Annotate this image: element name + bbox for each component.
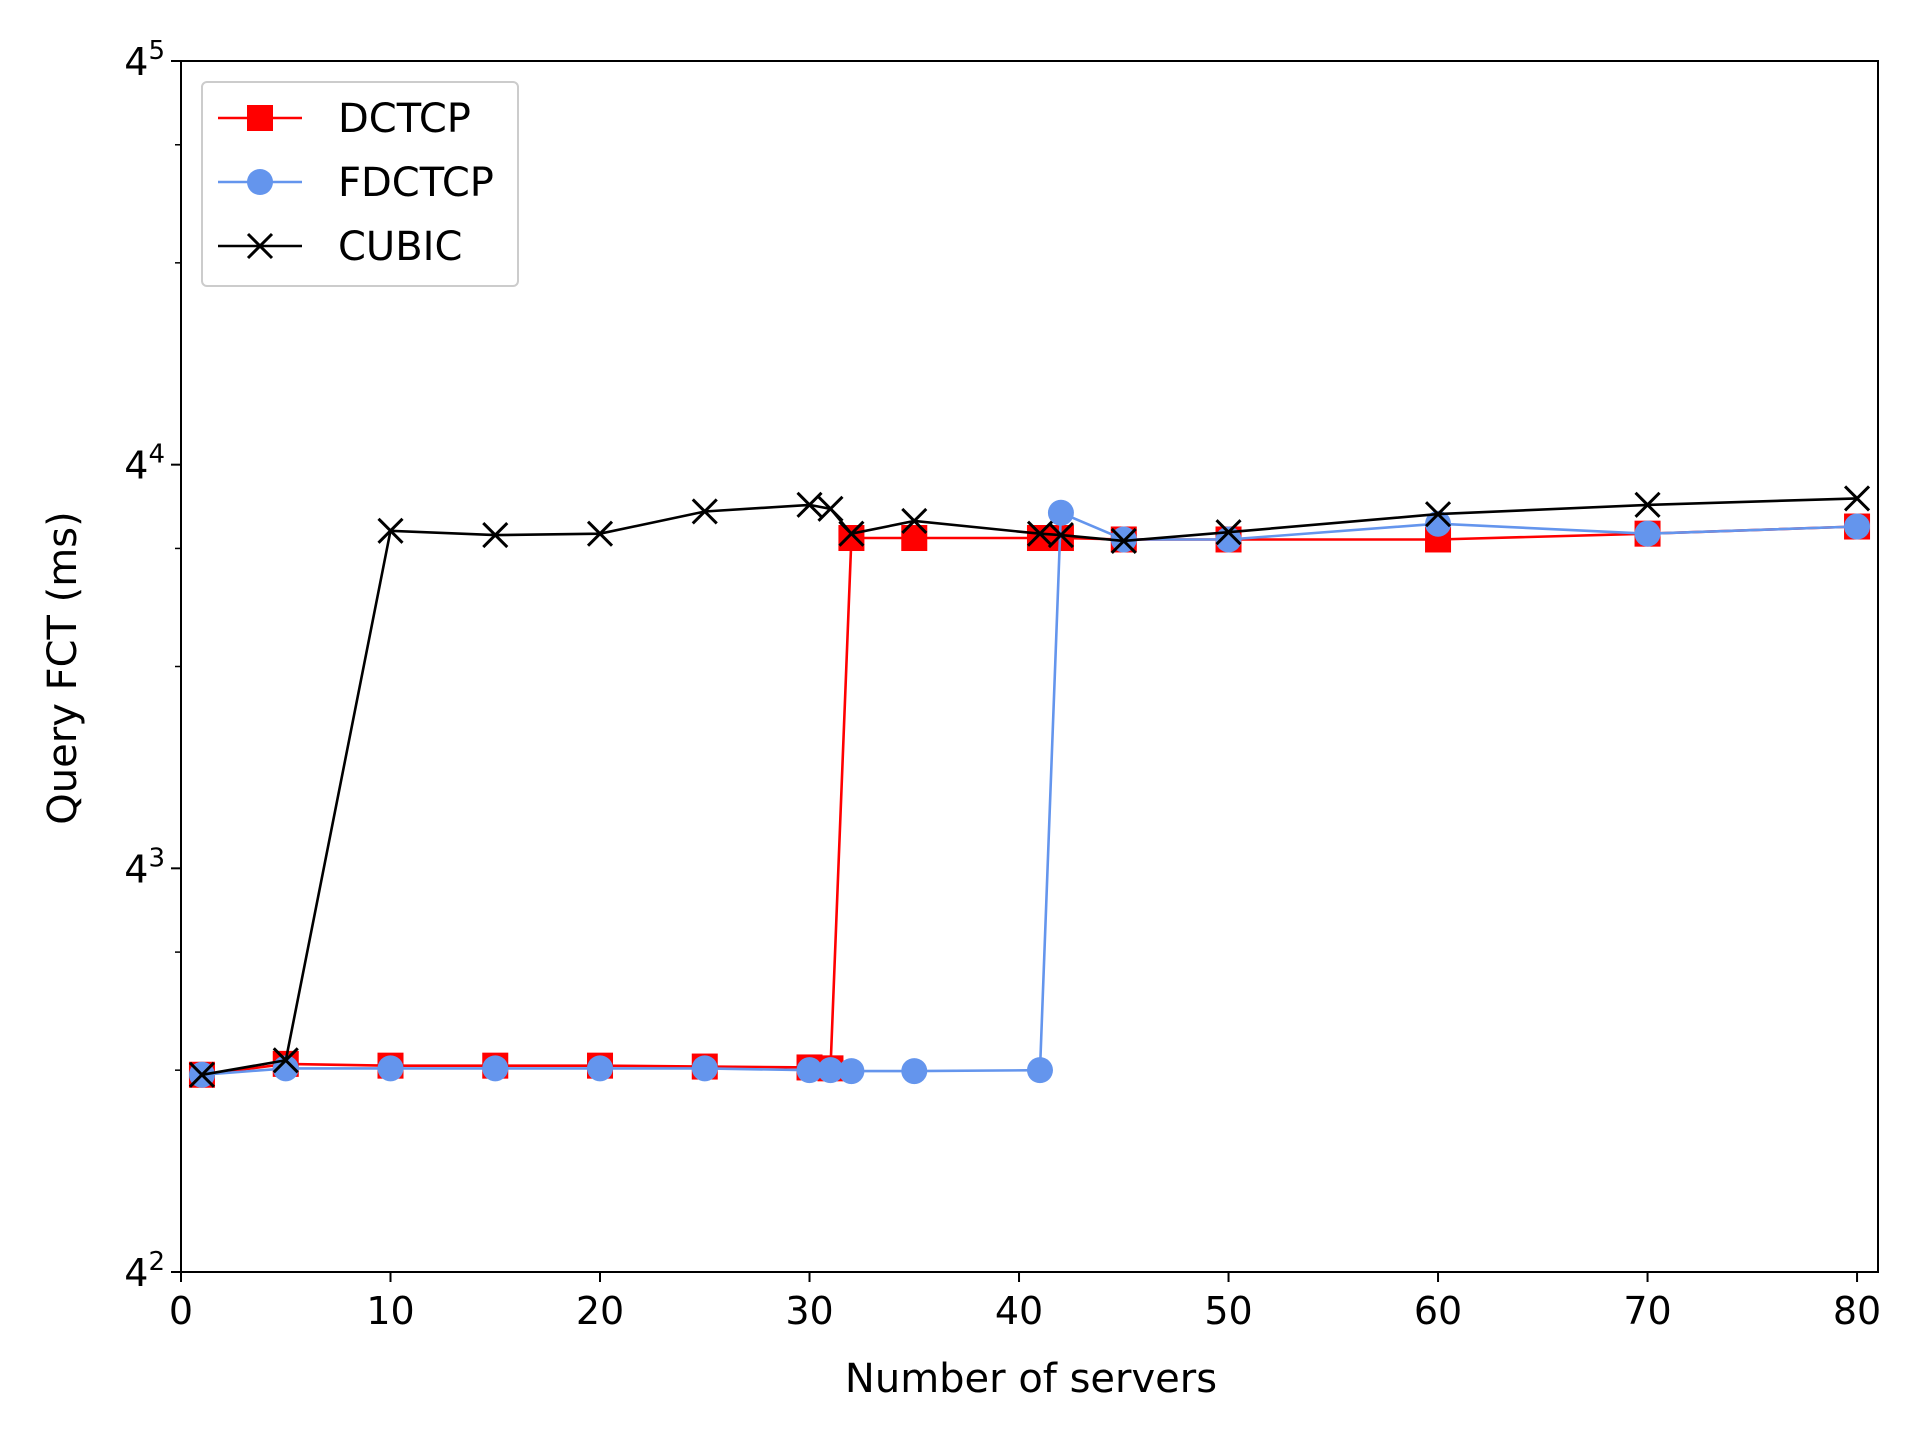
fdctcp-point <box>377 1055 404 1082</box>
cubic-point <box>377 517 404 544</box>
cubic-point <box>1215 519 1242 546</box>
cubic-point <box>272 1047 299 1074</box>
x-tick-label: 30 <box>785 1289 833 1333</box>
x-tick-label: 60 <box>1414 1289 1462 1333</box>
fdctcp-point <box>901 1058 928 1085</box>
legend-label-cubic: CUBIC <box>338 224 462 270</box>
y-tick-label: 45 <box>124 36 165 84</box>
y-tick-label: 44 <box>124 440 165 488</box>
legend-label-dctcp: DCTCP <box>338 96 471 142</box>
cubic-point <box>838 520 865 547</box>
y-tick-label: 43 <box>124 843 165 891</box>
fdctcp-point <box>796 1057 823 1084</box>
fdctcp-point <box>1026 1057 1053 1084</box>
x-tick-label: 0 <box>169 1289 193 1333</box>
y-axis-label: Query FCT (ms) <box>40 511 86 824</box>
dctcp-point <box>838 525 865 552</box>
cubic-point <box>817 495 844 522</box>
x-tick-label: 40 <box>995 1289 1043 1333</box>
series-fdctcp <box>188 499 1871 1088</box>
fdctcp-point <box>838 1058 865 1085</box>
fdctcp-point <box>482 1055 509 1082</box>
cubic-point <box>188 1061 216 1088</box>
fdctcp-point <box>1425 510 1452 537</box>
fdctcp-point <box>1047 499 1074 526</box>
fdctcp-point <box>817 1057 844 1084</box>
cubic-point <box>482 522 509 549</box>
legend-marker-cubic <box>246 232 274 260</box>
x-axis-label: Number of servers <box>845 1356 1217 1402</box>
series-dctcp <box>188 513 1871 1088</box>
cubic-line <box>201 497 1858 1077</box>
fdctcp-point <box>691 1055 718 1082</box>
cubic-point <box>901 507 928 535</box>
cubic-point <box>1634 491 1661 518</box>
cubic-point <box>1843 485 1871 512</box>
x-axis-ticks: 0 10 20 30 40 50 60 70 80 <box>169 1272 1881 1333</box>
series-cubic <box>188 485 1871 1088</box>
cubic-point <box>1026 520 1054 547</box>
x-tick-label: 50 <box>1204 1289 1252 1333</box>
fdctcp-point <box>1634 520 1661 547</box>
x-tick-label: 80 <box>1833 1289 1881 1333</box>
cubic-point <box>586 520 614 547</box>
legend-box <box>201 81 519 287</box>
x-tick-label: 20 <box>576 1289 624 1333</box>
x-tick-label: 10 <box>366 1289 414 1333</box>
fdctcp-point <box>1844 513 1871 540</box>
cubic-point <box>796 491 823 518</box>
cubic-point <box>1424 501 1452 528</box>
legend-marker-dctcp <box>247 105 273 131</box>
cubic-point <box>1047 522 1074 549</box>
cubic-point <box>1110 527 1137 555</box>
y-axis-ticks: 42 43 44 45 <box>124 36 181 1295</box>
dctcp-line <box>201 525 1858 1077</box>
legend-marker-fdctcp <box>247 169 273 195</box>
y-tick-label: 42 <box>124 1247 165 1295</box>
fdctcp-point <box>587 1055 614 1082</box>
legend-label-fdctcp: FDCTCP <box>338 160 494 206</box>
fdctcp-line <box>201 510 1858 1077</box>
x-tick-label: 70 <box>1623 1289 1671 1333</box>
plot-series <box>188 485 1871 1088</box>
legend: DCTCP FDCTCP CUBIC <box>201 81 519 287</box>
cubic-point <box>691 498 718 525</box>
